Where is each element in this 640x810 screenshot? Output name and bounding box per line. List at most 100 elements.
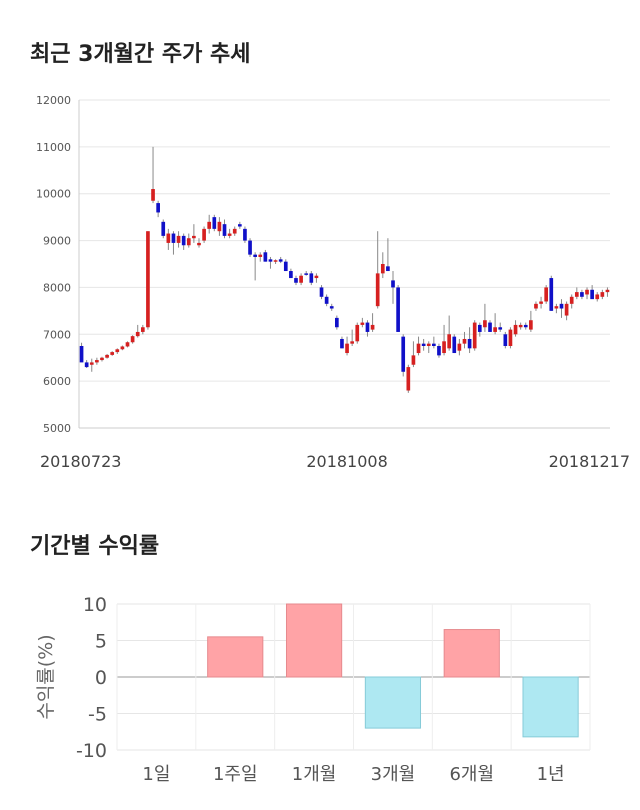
candle-body	[248, 240, 252, 255]
price-x-tick-label: 20181008	[306, 452, 387, 471]
candle-body	[84, 362, 89, 368]
candle-body	[105, 354, 109, 358]
price-x-tick-label: 20180723	[40, 452, 121, 471]
candle-body	[212, 217, 217, 229]
returns-y-tick-label: 5	[95, 631, 107, 653]
candle-body	[294, 278, 298, 283]
candle-body	[585, 289, 589, 295]
returns-y-axis-label: 수익률(%)	[35, 634, 57, 719]
candle-body	[467, 338, 472, 349]
candle-body	[120, 346, 125, 350]
candle-body	[304, 273, 309, 275]
candle-body	[391, 280, 395, 288]
candle-body	[370, 324, 375, 330]
candle-body	[115, 349, 120, 353]
price-y-tick-label: 5000	[43, 422, 71, 435]
candle-body	[421, 343, 426, 346]
candle-body	[595, 294, 600, 300]
price-y-tick-label: 9000	[43, 235, 71, 248]
candle-body	[554, 306, 559, 309]
candle-body	[314, 275, 319, 279]
price-y-tick-label: 10000	[36, 188, 71, 201]
candle-body	[166, 233, 171, 243]
candle-body	[197, 242, 201, 246]
candle-body	[243, 228, 247, 241]
returns-y-tick-label: 0	[95, 667, 107, 689]
return-bar	[443, 629, 500, 678]
price-y-tick-label: 8000	[43, 281, 71, 294]
candle-body	[329, 306, 334, 309]
return-bar	[285, 603, 343, 678]
candle-body	[396, 287, 400, 332]
candle-body	[176, 235, 181, 243]
candle-body	[483, 320, 487, 328]
returns-y-tick-label: 10	[83, 594, 107, 616]
candle-body	[406, 367, 411, 391]
candle-body	[232, 228, 237, 234]
candle-body	[110, 352, 115, 355]
returns-x-tick-label: 1주일	[213, 764, 258, 785]
returns-chart-title: 기간별 수익률	[30, 534, 160, 559]
candle-body	[335, 317, 339, 328]
candle-body	[181, 235, 186, 246]
candle-body	[171, 233, 176, 243]
candle-body	[355, 324, 360, 342]
candle-body	[350, 341, 354, 344]
candle-body	[309, 273, 314, 283]
candle-body	[273, 260, 278, 262]
candle-body	[477, 324, 482, 332]
candle-body	[161, 221, 166, 236]
candle-body	[452, 336, 457, 354]
candle-body	[564, 303, 569, 316]
candle-body	[278, 259, 283, 262]
candle-body	[380, 264, 385, 274]
candle-body	[156, 203, 160, 213]
candle-body	[488, 322, 492, 332]
candle-body	[125, 342, 130, 347]
candle-body	[340, 338, 344, 349]
candle-body	[437, 346, 441, 356]
candle-body	[513, 324, 518, 335]
candle-body	[375, 273, 380, 307]
candle-body	[457, 343, 462, 351]
period-returns-chart: -10 -5 0 5 10 1일 1주일 1개월 3개월 6개월 1년 수익률(%)	[35, 594, 591, 785]
candle-body	[559, 303, 564, 309]
price-y-tick-label: 6000	[43, 375, 71, 388]
returns-y-tick-label: -10	[76, 740, 107, 762]
candle-body	[574, 292, 579, 297]
candle-body	[534, 303, 538, 309]
candle-body	[151, 189, 155, 201]
price-trend-chart: 5000 6000 7000 8000 9000 10000 11000 12000 20180…	[36, 94, 630, 471]
candle-body	[544, 287, 549, 302]
candle-body	[518, 324, 523, 328]
candle-body	[100, 357, 104, 361]
candle-body	[130, 336, 135, 343]
return-bar	[207, 636, 264, 678]
candle-body	[401, 336, 406, 372]
candle-body	[135, 331, 140, 337]
price-y-tick-label: 7000	[43, 328, 71, 341]
candle-body	[192, 235, 196, 239]
returns-x-tick-label: 1개월	[292, 764, 337, 785]
candle-body	[202, 228, 206, 241]
candle-body	[549, 278, 554, 311]
price-chart-title: 최근 3개월간 주가 추세	[30, 42, 251, 67]
candle-body	[360, 322, 365, 325]
candle-body	[324, 296, 329, 304]
candle-body	[426, 343, 431, 346]
candle-body	[508, 329, 513, 346]
candle-body	[493, 327, 497, 332]
candle-body	[146, 231, 150, 328]
candle-body	[447, 334, 452, 349]
candle-body	[319, 287, 324, 297]
candle-body	[523, 324, 528, 328]
candle-body	[222, 224, 227, 236]
candle-body	[283, 261, 288, 272]
candle-body	[529, 320, 533, 330]
candle-body	[462, 338, 467, 344]
candle-body	[89, 362, 94, 365]
candle-body	[79, 346, 84, 363]
candle-body	[600, 292, 605, 297]
price-x-tick-label: 20181217	[549, 452, 630, 471]
candle-body	[289, 271, 293, 279]
